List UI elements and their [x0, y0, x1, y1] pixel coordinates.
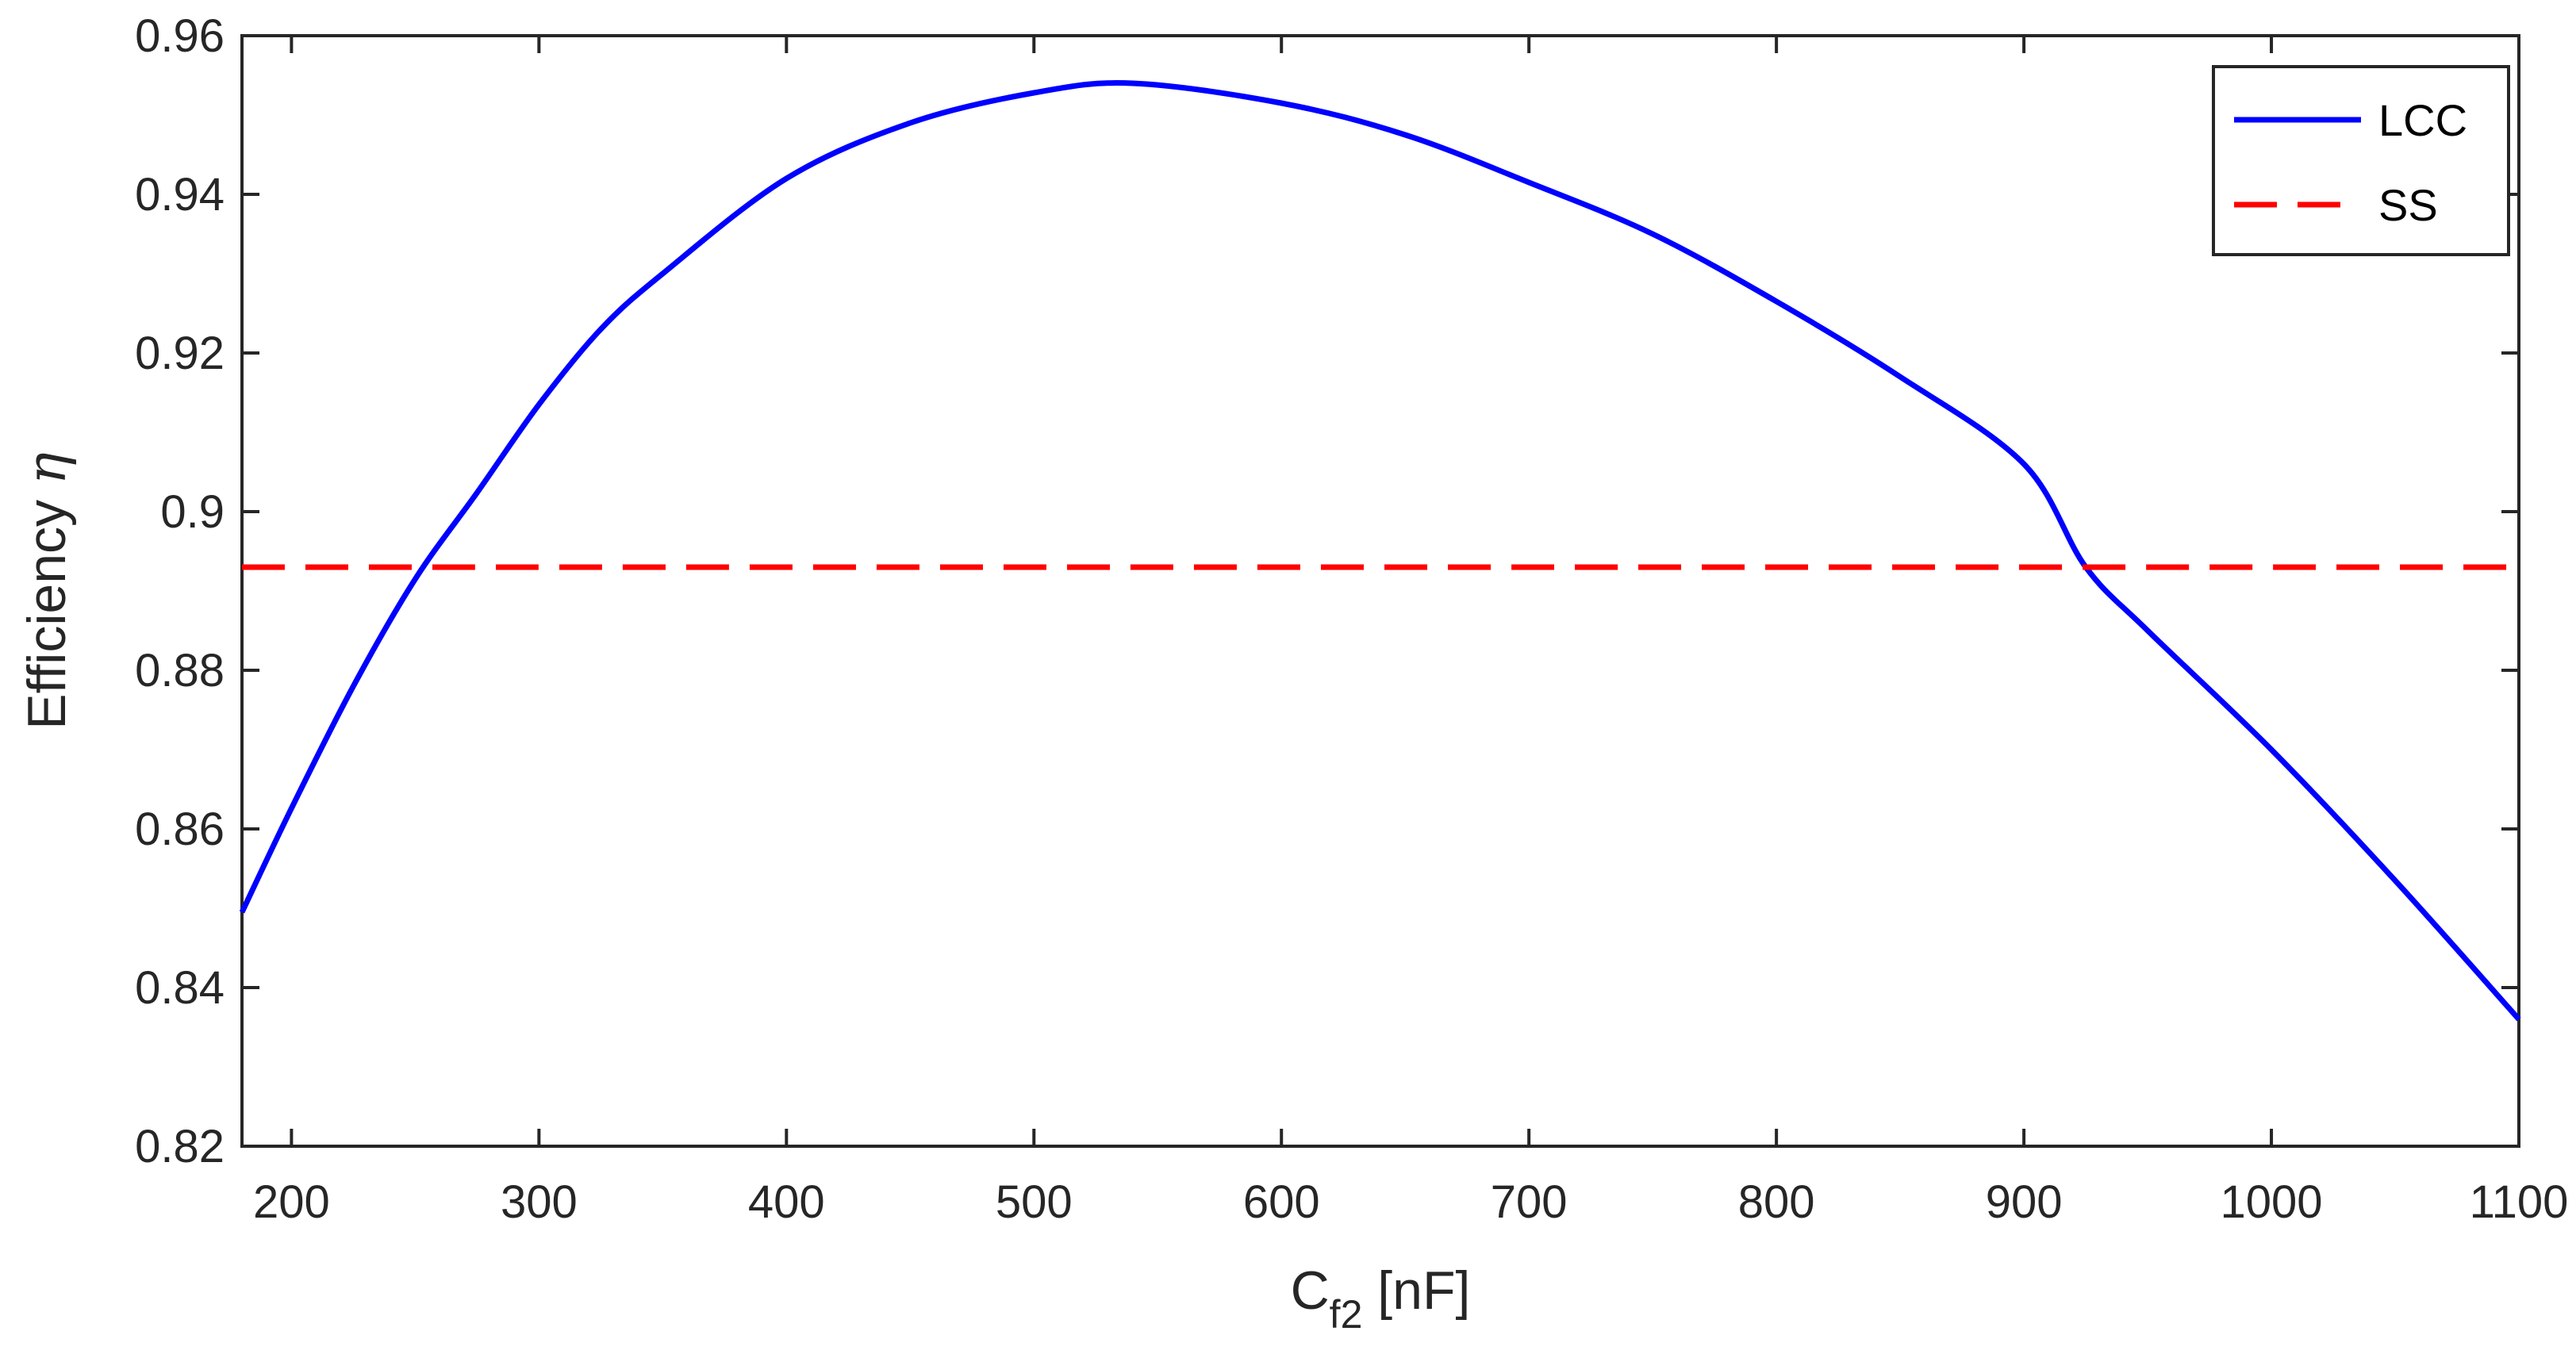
legend-lcc-label: LCC [2378, 95, 2467, 145]
axis-ticks [242, 34, 2520, 1148]
x-axis-title-main: C [1291, 1260, 1330, 1321]
x-tick-label: 400 [748, 1176, 825, 1228]
plot-area [240, 34, 2520, 1148]
y-tick-label: 0.84 [135, 962, 225, 1014]
series-lcc-line [239, 80, 2521, 1022]
y-tick-label: 0.88 [135, 645, 225, 696]
x-tick-label: 900 [1986, 1176, 2063, 1228]
legend-box [2212, 65, 2510, 256]
y-axis-title-symbol: η [16, 452, 79, 485]
x-tick-label: 700 [1491, 1176, 1568, 1228]
y-axis-title: Efficiency η [16, 452, 79, 730]
x-tick-label: 600 [1243, 1176, 1320, 1228]
x-tick-label: 500 [996, 1176, 1073, 1228]
x-axis-title-subscript: f2 [1330, 1292, 1363, 1337]
y-tick-label: 0.94 [135, 169, 225, 221]
series-layer [239, 80, 2521, 1022]
y-axis-title-main: Efficiency [17, 485, 77, 730]
legend-ss-label: SS [2378, 180, 2438, 230]
x-tick-label: 800 [1738, 1176, 1815, 1228]
x-axis-title-unit: [nF] [1362, 1260, 1470, 1321]
x-tick-label: 1000 [2221, 1176, 2323, 1228]
axis-tick-labels: 200 300 400 500 600 700 800 900 1000 1100 0.82 0.84… [135, 10, 2568, 1228]
legend: LCC SS [2212, 65, 2510, 256]
x-tick-label: 1100 [2470, 1176, 2569, 1228]
y-tick-label: 0.86 [135, 804, 225, 855]
x-tick-label: 300 [501, 1176, 578, 1228]
x-tick-label: 200 [253, 1176, 330, 1228]
y-tick-label: 0.92 [135, 328, 225, 379]
x-axis-title: Cf2 [nF] [1291, 1260, 1471, 1337]
y-tick-label: 0.82 [135, 1121, 225, 1172]
y-tick-label: 0.96 [135, 10, 225, 62]
y-tick-label: 0.9 [160, 486, 225, 538]
